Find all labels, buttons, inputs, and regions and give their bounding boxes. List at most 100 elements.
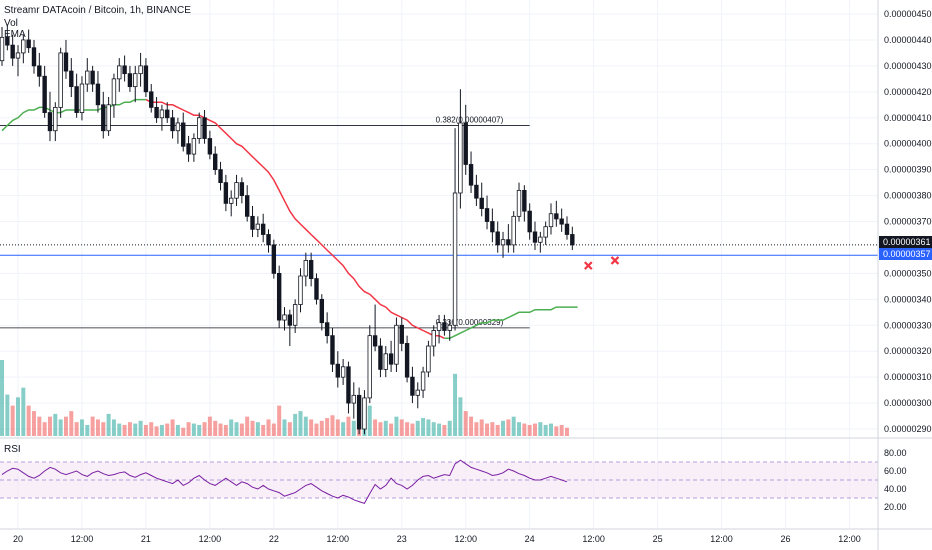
volume-bar [63, 416, 68, 436]
candle-body [559, 218, 564, 225]
candle-body [47, 112, 53, 132]
candle-body [63, 52, 69, 72]
x-tick-label: 12:00 [710, 534, 733, 544]
candle-body [490, 221, 495, 233]
y-tick-label: 0.00000350 [884, 268, 932, 278]
candle-body [266, 234, 271, 246]
volume-bar [447, 420, 452, 436]
rsi-line [1, 459, 568, 505]
volume-bar [538, 422, 543, 436]
y-tick-label: 0.00000370 [884, 217, 932, 227]
ema-line-recovering [444, 306, 578, 340]
volume-bar [181, 427, 186, 436]
volume-bar [207, 416, 212, 436]
volume-bar [426, 419, 431, 436]
y-tick-label: 0.00000380 [884, 191, 932, 201]
hline-price-tag: 0.00000357 [879, 248, 932, 260]
volume-bar [175, 424, 180, 436]
volume-bar [495, 424, 500, 436]
candle-body [53, 106, 58, 132]
volume-bar [490, 422, 495, 436]
candle-body [335, 363, 340, 378]
candle-body [356, 394, 362, 430]
candle-body [388, 353, 394, 365]
volume-bar [346, 416, 351, 436]
y-tick-label: 0.00000420 [884, 87, 932, 97]
candle-body [26, 39, 31, 49]
candle-body [324, 322, 330, 337]
volume-bar [341, 422, 346, 436]
rsi-tick-label: 60.00 [884, 466, 907, 476]
volume-bar [501, 420, 506, 436]
candle-body [154, 106, 159, 119]
volume-bar [261, 424, 266, 436]
candle-body [218, 169, 223, 184]
chart-title: Streamr DATAcoin / Bitcoin, 1h, BINANCE [4, 5, 191, 16]
volume-bar [53, 413, 58, 436]
x-tick-label: 12:00 [71, 534, 94, 544]
candle-body [447, 324, 452, 331]
candle-body [31, 47, 37, 67]
volume-bar [303, 416, 308, 436]
candle-body [58, 52, 63, 108]
candle-body [191, 138, 197, 155]
candle-body [260, 223, 266, 235]
y-tick-label: 0.00000320 [884, 346, 932, 356]
candle-body [244, 195, 250, 217]
candle-body [276, 272, 282, 321]
volume-bar [266, 419, 271, 436]
x-tick-label: 12:00 [454, 534, 477, 544]
volume-bar [506, 419, 511, 436]
volume-bar [16, 397, 20, 436]
candle-body [170, 117, 175, 132]
candle-body [181, 122, 186, 147]
candle-body [69, 70, 74, 88]
volume-bar [26, 405, 31, 436]
candle-body [378, 345, 383, 370]
volume-bar [47, 416, 52, 436]
volume-bar [463, 411, 468, 436]
ema-legend: EMA [4, 29, 26, 40]
candle-body [197, 117, 202, 139]
candle-body [308, 260, 314, 279]
volume-bar [21, 387, 26, 436]
candle-body [202, 117, 207, 139]
volume-bar [415, 420, 420, 436]
volume-bar [431, 422, 436, 436]
volume-bar [127, 422, 132, 436]
horizontal-lines: 0.382(0.00000407) 0.236(0.00000329) [0, 116, 878, 329]
candle-body [127, 73, 133, 88]
candle-body [404, 343, 410, 378]
x-tick-label: 12:00 [838, 534, 861, 544]
candle-body [511, 215, 516, 246]
candle-body [548, 213, 554, 228]
y-tick-label: 0.00000330 [884, 320, 932, 330]
candle-body [564, 223, 570, 235]
volume-bar [234, 422, 239, 436]
candle-body [394, 324, 399, 365]
volume-bar [277, 405, 282, 436]
volume-bar [5, 394, 10, 436]
candle-body [122, 65, 127, 75]
volume-bar [314, 423, 319, 436]
x-tick-label: 24 [525, 534, 535, 544]
volume-bar [533, 423, 538, 436]
grid-lines [0, 0, 878, 528]
volume-bar [213, 420, 218, 436]
volume-bar [143, 424, 148, 436]
volume-bar [229, 419, 234, 436]
volume-bar [101, 422, 106, 436]
x-tick-label: 22 [269, 534, 279, 544]
rsi-tick-label: 80.00 [884, 448, 907, 458]
x-tick-label: 25 [653, 534, 663, 544]
volume-bar [474, 422, 479, 436]
candle-body [415, 389, 420, 396]
volume-bar [405, 422, 410, 436]
candle-body [372, 335, 378, 347]
ema-line-rising [1, 98, 146, 132]
volume-bar [479, 419, 484, 436]
candle-body [330, 335, 335, 365]
volume-bar [159, 424, 164, 436]
fib-level-label: 0.236(0.00000329) [436, 318, 504, 327]
candle-body [74, 86, 79, 113]
